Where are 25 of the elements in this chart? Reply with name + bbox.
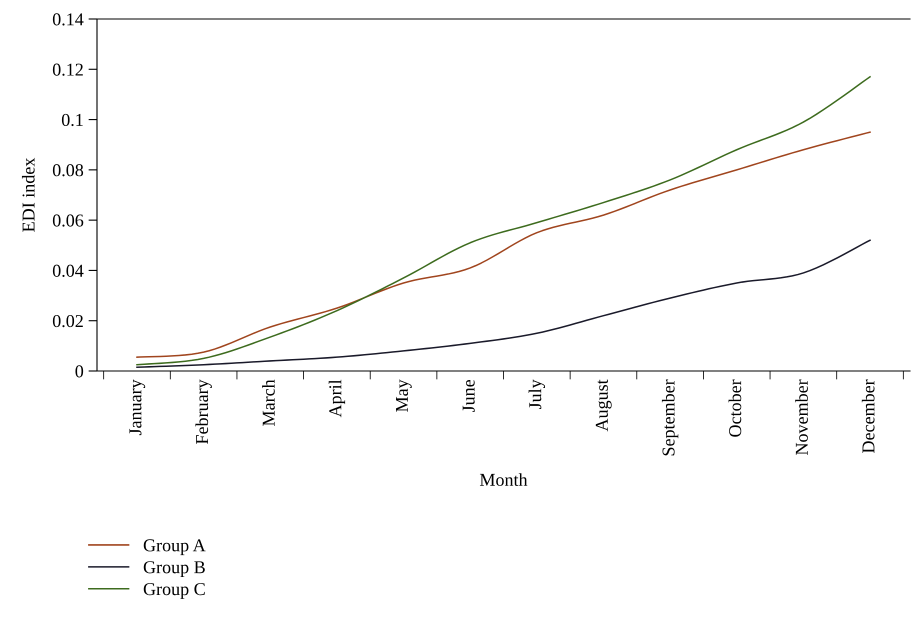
x-tick-label: December [862,379,875,453]
x-tick-label: May [396,379,412,412]
x-tick-label: September [662,379,678,456]
x-tick-label: June [462,380,475,412]
y-tick-label: 0.14 [52,13,84,26]
y-tick-label: 0 [75,365,84,378]
y-axis-title: EDI index [22,158,35,232]
x-tick-label: August [596,379,612,432]
legend-label: Group C [144,583,205,599]
y-tick-label: 0.04 [52,264,84,277]
legend-label: Group B [144,561,205,577]
y-tick-label: 0.06 [52,214,84,227]
y-tick-label: 0.1 [62,114,83,126]
x-tick-label: April [328,380,346,418]
x-tick-label: November [795,379,808,456]
legend-label: Group A [144,539,206,556]
x-tick-label: March [262,380,275,426]
y-tick-label: 0.08 [52,164,84,176]
x-tick-label: October [728,379,742,437]
x-tick-label: January [129,379,146,436]
x-axis-title: Month [480,473,528,486]
x-tick-label: July [528,379,546,410]
y-tick-label: 0.02 [52,314,83,328]
y-tick-label: 0.12 [52,64,83,76]
x-tick-label: February [195,379,212,444]
